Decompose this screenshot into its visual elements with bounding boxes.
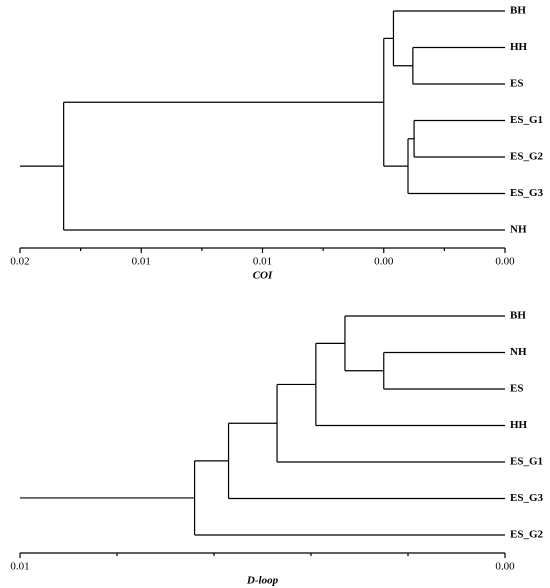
- leaf-label: ES_G3: [510, 187, 544, 199]
- x-tick-label: 0.00: [495, 256, 515, 268]
- leaf-label: HH: [510, 41, 528, 53]
- x-tick-label: 0.01: [132, 256, 151, 268]
- leaf-label: ES_G1: [510, 456, 543, 468]
- leaf-label: HH: [510, 419, 528, 431]
- leaf-label: ES: [510, 383, 523, 395]
- x-tick-label: 0.00: [495, 561, 515, 573]
- x-tick-label: 0.01: [10, 561, 29, 573]
- x-tick-label: 0.01: [253, 256, 272, 268]
- leaf-label: ES_G1: [510, 114, 543, 126]
- leaf-label: NH: [510, 346, 527, 358]
- leaf-label: ES: [510, 78, 523, 90]
- x-axis-title: COI: [253, 270, 273, 282]
- leaf-label: ES_G3: [510, 492, 544, 504]
- leaf-label: ES_G2: [510, 151, 544, 163]
- leaf-label: NH: [510, 224, 527, 236]
- x-axis-title: D-loop: [246, 575, 279, 587]
- leaf-label: ES_G2: [510, 529, 544, 541]
- x-tick-label: 0.00: [374, 256, 394, 268]
- x-tick-label: 0.02: [10, 256, 29, 268]
- leaf-label: BH: [510, 5, 526, 17]
- leaf-label: BH: [510, 310, 526, 322]
